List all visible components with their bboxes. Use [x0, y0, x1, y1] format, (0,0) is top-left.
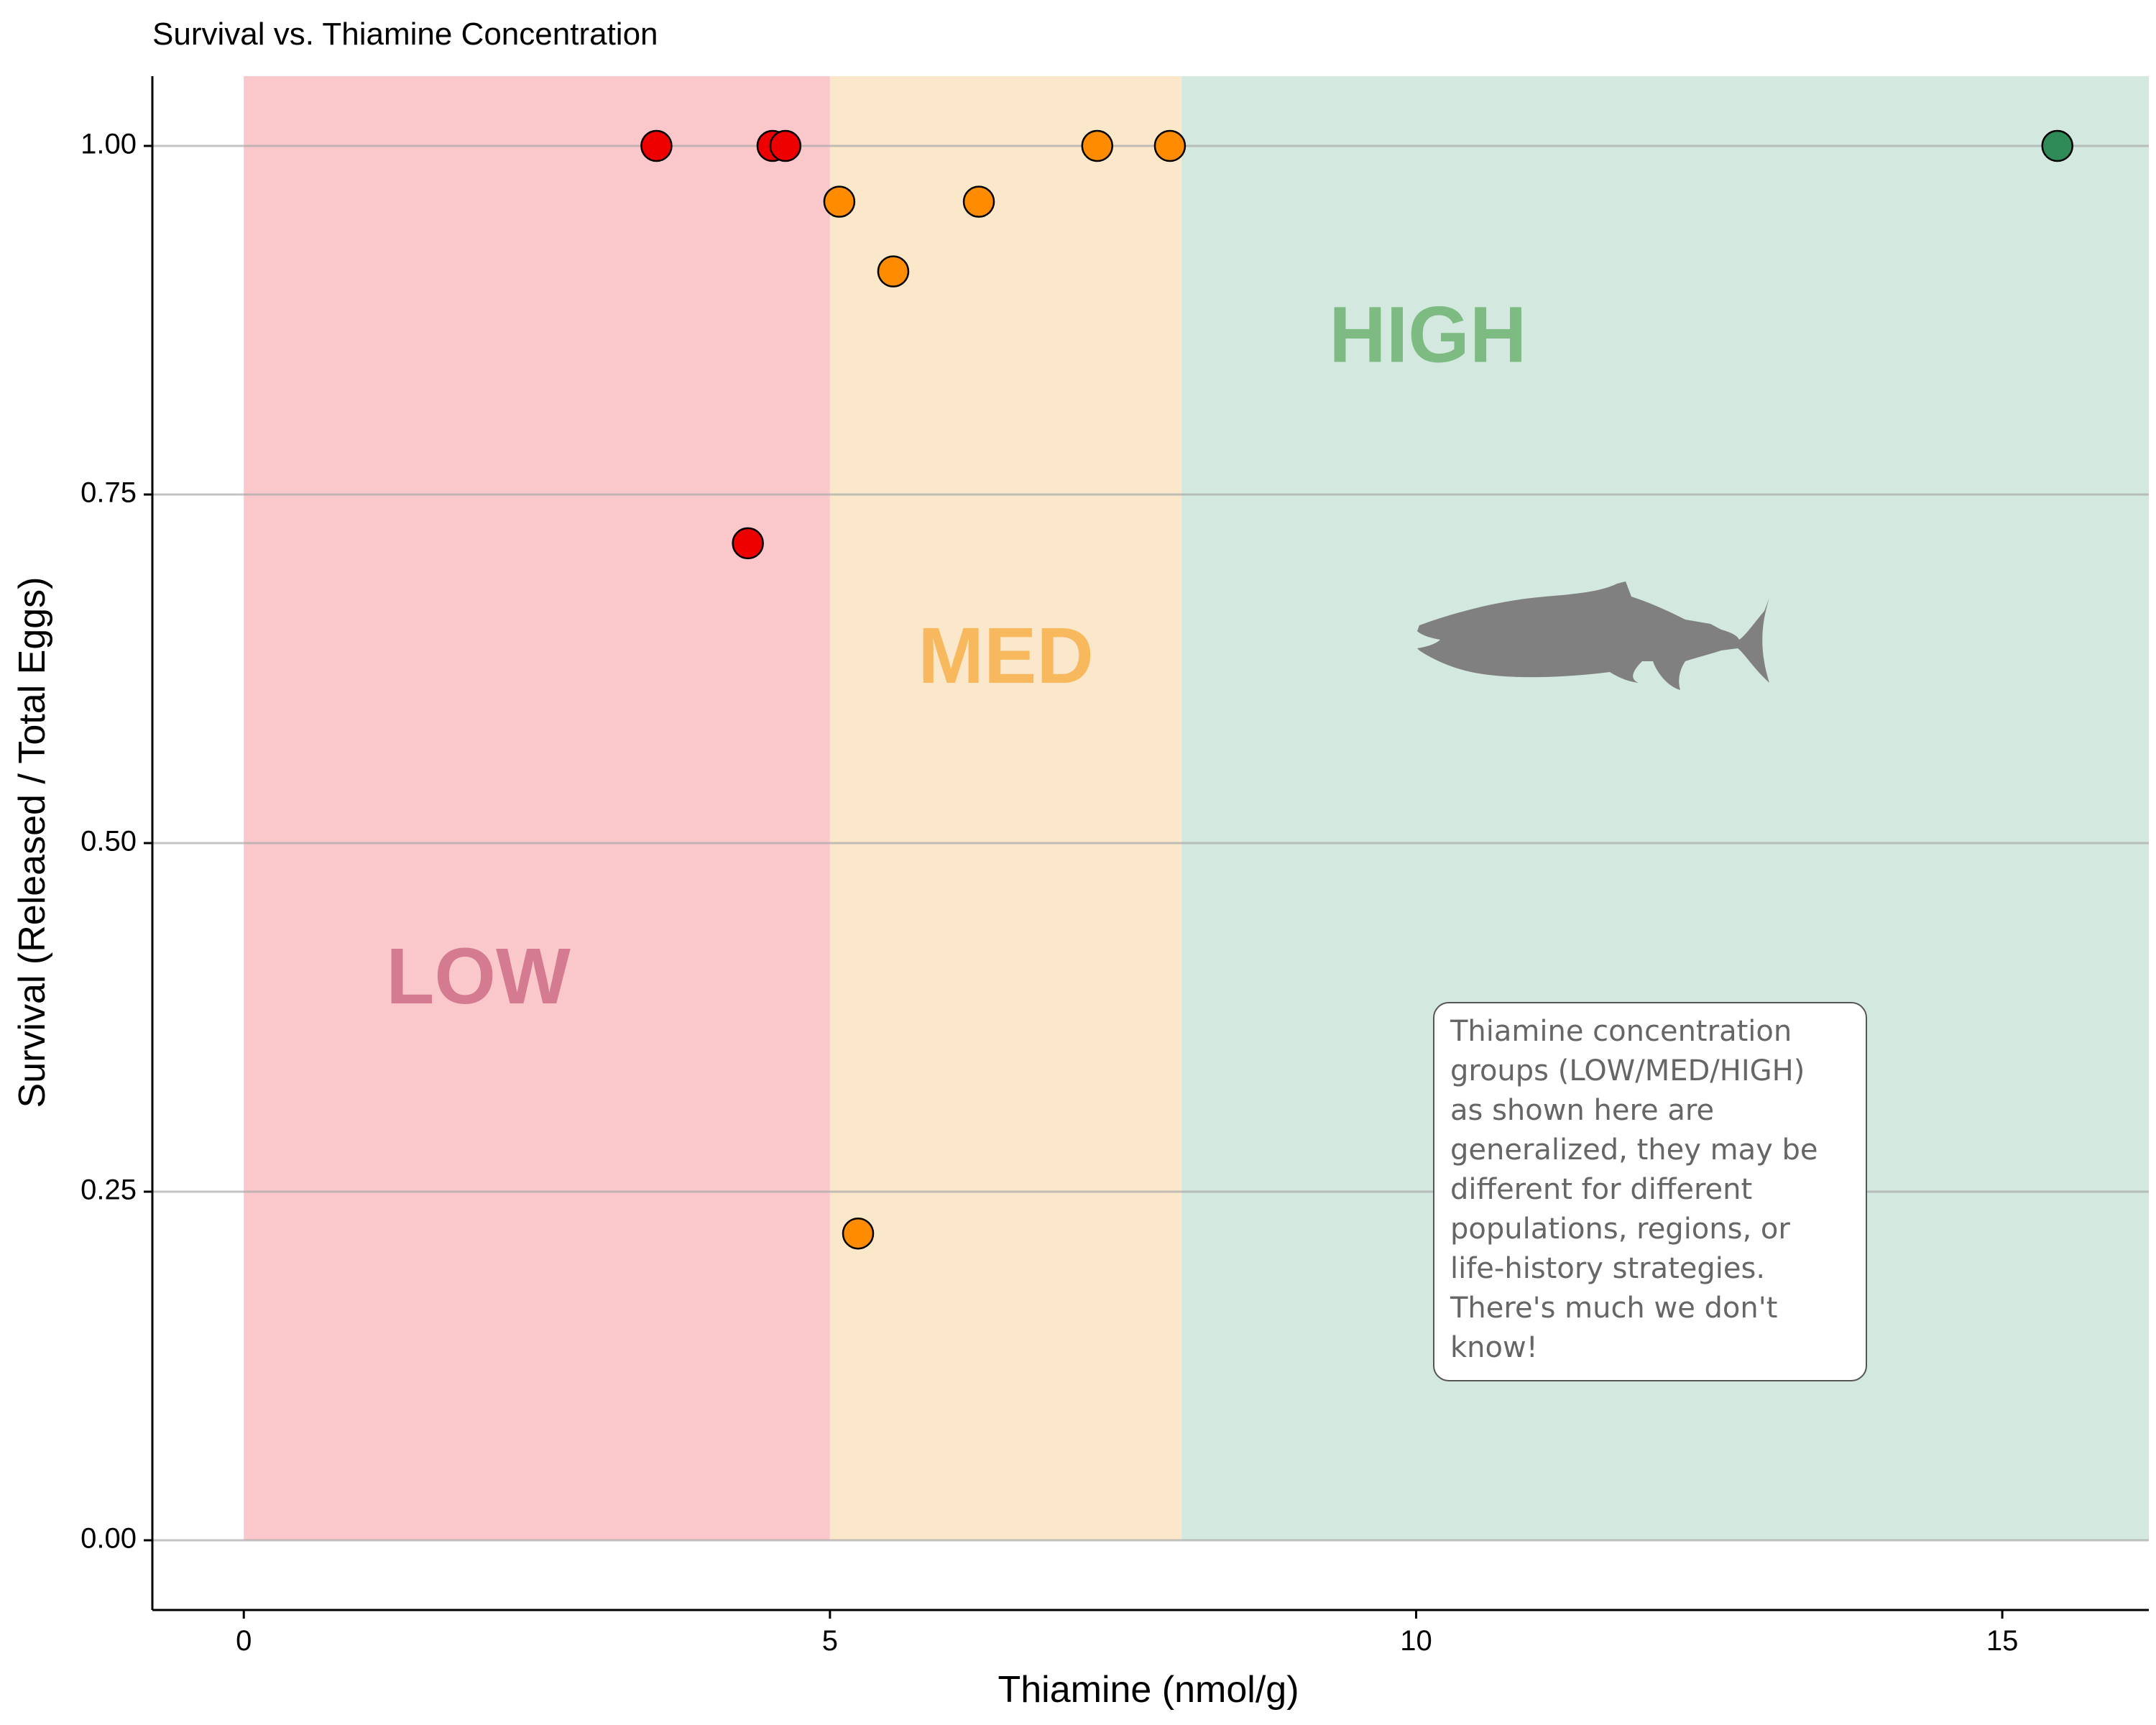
y-tick-label: 0.25	[80, 1174, 137, 1206]
data-point-med	[1153, 129, 1187, 162]
y-tick-label: 0.00	[80, 1523, 137, 1555]
data-point-med	[877, 255, 910, 288]
x-tick-label: 5	[822, 1625, 838, 1657]
data-points	[640, 129, 2074, 1250]
y-tick-label: 0.75	[80, 477, 137, 509]
data-point-high	[2041, 129, 2074, 162]
x-tick-label: 10	[1400, 1625, 1432, 1657]
annotation-line: Thiamine concentration	[1450, 1015, 1792, 1048]
annotation-note: Thiamine concentration groups (LOW/MED/H…	[1433, 1002, 1867, 1381]
annotation-line: groups (LOW/MED/HIGH)	[1450, 1054, 1805, 1087]
zone-labels: LOW MED HIGH	[386, 291, 1526, 1021]
data-point-low	[640, 129, 673, 162]
annotation-line: as shown here are	[1450, 1094, 1715, 1127]
annotation-line: life-history strategies.	[1450, 1252, 1766, 1285]
data-point-med	[962, 185, 995, 218]
y-tick-label: 0.50	[80, 826, 137, 857]
annotation-line: generalized, they may be	[1450, 1133, 1818, 1167]
gridlines	[152, 144, 2149, 1542]
data-point-med	[842, 1217, 875, 1250]
data-point-med	[823, 185, 856, 218]
data-point-low	[769, 129, 802, 162]
zone-band-low	[244, 76, 830, 1540]
annotation-line: populations, regions, or	[1450, 1213, 1790, 1246]
zone-label-low: LOW	[386, 932, 571, 1021]
x-tick-label: 0	[236, 1625, 252, 1657]
data-point-med	[1081, 129, 1114, 162]
annotation-line: There's much we don't	[1450, 1292, 1778, 1325]
zone-label-high: HIGH	[1329, 291, 1526, 380]
zone-band-med	[829, 76, 1182, 1540]
x-axis-title: Thiamine (nmol/g)	[998, 1669, 1299, 1711]
y-axis-title: Survival (Released / Total Eggs)	[11, 577, 53, 1108]
zone-label-med: MED	[918, 612, 1093, 700]
axes: 0.00 0.25 0.50 0.75 1.00 0 5 10 15	[80, 76, 2149, 1657]
x-tick-label: 15	[1986, 1625, 2019, 1657]
annotation-line: know!	[1450, 1331, 1538, 1364]
y-tick-label: 1.00	[80, 129, 137, 160]
data-point-low	[732, 527, 764, 560]
annotation-line: different for different	[1450, 1173, 1753, 1206]
salmon-silhouette-icon	[1417, 581, 1769, 690]
chart-title: Survival vs. Thiamine Concentration	[152, 17, 658, 52]
zone-bands	[244, 76, 2149, 1540]
